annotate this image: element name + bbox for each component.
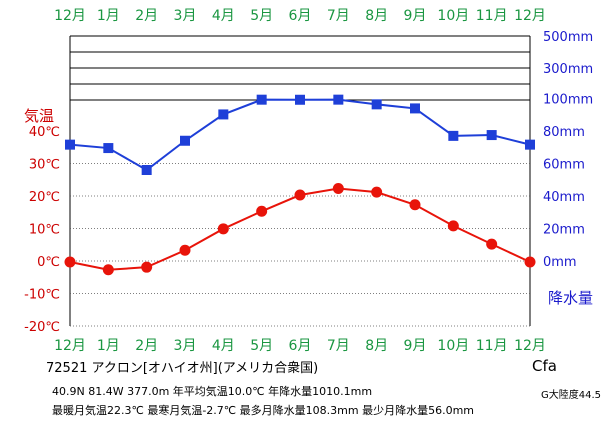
precipitation-point — [448, 130, 459, 141]
month-labels-top: 12月 1月 2月 3月 4月 5月 6月 7月 8月 9月 10月 11月 12月 — [54, 8, 546, 24]
temperature-series — [64, 183, 536, 276]
temperature-point — [409, 199, 421, 211]
month-label-bottom: 3月 — [174, 338, 197, 354]
precipitation-tick-label: 100mm — [543, 93, 593, 108]
precipitation-tick-label: 500mm — [543, 30, 593, 45]
precipitation-point — [295, 94, 305, 105]
month-label-top: 11月 — [476, 8, 508, 24]
temperature-axis-title: 気温 — [24, 107, 54, 125]
month-label-top: 7月 — [327, 8, 350, 24]
climate-class: Cfa — [532, 357, 557, 375]
chart-grid — [69, 35, 531, 327]
precipitation-tick-label: 300mm — [543, 62, 593, 77]
month-label-top: 12月 — [514, 8, 546, 24]
temperature-point — [217, 223, 229, 235]
temperature-point — [447, 220, 459, 232]
temperature-point — [294, 189, 306, 201]
precipitation-tick-label: 40mm — [543, 190, 585, 205]
month-label-bottom: 2月 — [135, 338, 158, 354]
temperature-tick-label: 20℃ — [29, 190, 60, 205]
temperature-tick-label: -20℃ — [24, 320, 60, 335]
temperature-point — [256, 205, 268, 217]
temperature-point — [371, 186, 383, 198]
month-label-bottom: 5月 — [250, 338, 273, 354]
precipitation-point — [180, 135, 190, 146]
precipitation-axis: 500mm 300mm 100mm 80mm 60mm 40mm 20mm 0mm 降水量 — [543, 30, 593, 307]
precipitation-tick-label: 20mm — [543, 223, 585, 238]
temperature-tick-label: 0℃ — [37, 255, 60, 270]
month-label-bottom: 6月 — [289, 338, 312, 354]
temperature-tick-label: 10℃ — [29, 223, 60, 238]
precipitation-point — [486, 130, 497, 141]
temperature-point — [332, 183, 344, 195]
precipitation-point — [333, 94, 344, 105]
month-label-bottom: 12月 — [514, 338, 546, 354]
month-label-bottom: 12月 — [54, 338, 86, 354]
month-label-bottom: 9月 — [404, 338, 427, 354]
temperature-point — [179, 244, 191, 256]
month-label-top: 10月 — [437, 8, 469, 24]
month-label-bottom: 4月 — [212, 338, 235, 354]
month-label-bottom: 8月 — [365, 338, 388, 354]
temperature-point — [102, 264, 114, 276]
temperature-point — [141, 261, 153, 273]
station-summary: 40.9N 81.4W 377.0m 年平均気温10.0℃ 年降水量1010.1… — [52, 385, 373, 398]
month-label-top: 1月 — [97, 8, 120, 24]
temperature-tick-label: 30℃ — [29, 158, 60, 173]
precipitation-point — [141, 165, 152, 175]
temperature-tick-label: -10℃ — [24, 288, 60, 303]
month-label-top: 8月 — [365, 8, 388, 24]
month-label-top: 4月 — [212, 8, 235, 24]
month-label-bottom: 7月 — [327, 338, 350, 354]
temperature-point — [64, 256, 76, 268]
precipitation-point — [103, 143, 114, 154]
temperature-point — [486, 238, 498, 250]
month-label-bottom: 10月 — [437, 338, 469, 354]
precipitation-tick-label: 0mm — [543, 255, 577, 270]
month-label-bottom: 1月 — [97, 338, 120, 354]
precipitation-point — [525, 139, 535, 150]
temperature-point — [524, 256, 536, 268]
precipitation-tick-label: 60mm — [543, 158, 585, 173]
precipitation-series — [65, 94, 535, 175]
temperature-tick-label: 40℃ — [29, 125, 60, 140]
month-labels-bottom: 12月 1月 2月 3月 4月 5月 6月 7月 8月 9月 10月 11月 12月 — [54, 338, 546, 354]
station-extremes: 最暖月気温22.3℃ 最寒月気温-2.7℃ 最多月降水量108.3mm 最少月降… — [52, 404, 474, 417]
month-label-top: 12月 — [54, 8, 86, 24]
month-label-bottom: 11月 — [476, 338, 508, 354]
month-label-top: 9月 — [404, 8, 427, 24]
temperature-line — [69, 187, 531, 271]
precipitation-point — [256, 94, 267, 105]
precipitation-line — [69, 98, 531, 172]
continentality-index: G大陸度44.5 — [540, 390, 601, 401]
precipitation-point — [410, 103, 420, 114]
month-label-top: 3月 — [174, 8, 197, 24]
precipitation-point — [371, 99, 382, 110]
station-label: 72521 アクロン[オハイオ州](アメリカ合衆国) — [46, 361, 319, 376]
precipitation-point — [218, 109, 229, 120]
month-label-top: 2月 — [135, 8, 158, 24]
precipitation-tick-label: 80mm — [543, 125, 585, 140]
month-label-top: 6月 — [289, 8, 312, 24]
precipitation-point — [65, 139, 75, 150]
precipitation-axis-title: 降水量 — [548, 289, 593, 307]
month-label-top: 5月 — [250, 8, 273, 24]
